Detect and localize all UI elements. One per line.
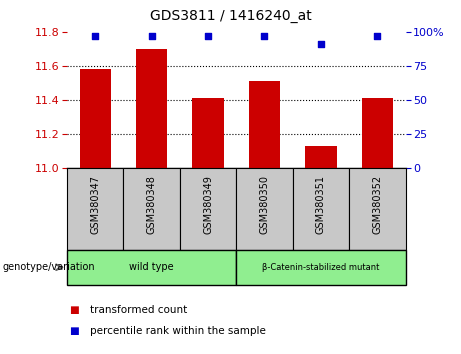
Text: GSM380350: GSM380350 (260, 175, 270, 234)
Text: wild type: wild type (129, 262, 174, 272)
Point (148, 33, 155, 39)
Text: percentile rank within the sample: percentile rank within the sample (90, 326, 266, 336)
Point (204, 33, 212, 39)
Text: genotype/variation: genotype/variation (2, 262, 95, 272)
Bar (193, 98, 224, 168)
Text: GSM380349: GSM380349 (203, 175, 213, 234)
Bar (67, 168, 123, 250)
Point (317, 41, 325, 47)
Point (374, 33, 381, 39)
Text: GDS3811 / 1416240_at: GDS3811 / 1416240_at (150, 9, 311, 23)
Bar (249, 81, 280, 168)
Bar (362, 98, 393, 168)
Text: β-Catenin-stabilized mutant: β-Catenin-stabilized mutant (262, 263, 380, 272)
Bar (136, 49, 167, 168)
Bar (293, 168, 349, 250)
Text: GSM380348: GSM380348 (147, 175, 157, 234)
Bar (236, 168, 293, 250)
Point (261, 33, 268, 39)
Bar (349, 168, 406, 250)
Text: transformed count: transformed count (90, 305, 187, 315)
Text: ■: ■ (69, 305, 79, 315)
Text: GSM380347: GSM380347 (90, 175, 100, 234)
Point (91, 33, 99, 39)
Bar (236, 250, 406, 285)
Text: GSM380351: GSM380351 (316, 175, 326, 234)
Bar (306, 146, 337, 168)
Bar (180, 168, 236, 250)
Text: ■: ■ (69, 326, 79, 336)
Bar (123, 168, 180, 250)
Bar (67, 250, 236, 285)
Text: GSM380352: GSM380352 (372, 175, 383, 234)
Bar (80, 69, 111, 168)
